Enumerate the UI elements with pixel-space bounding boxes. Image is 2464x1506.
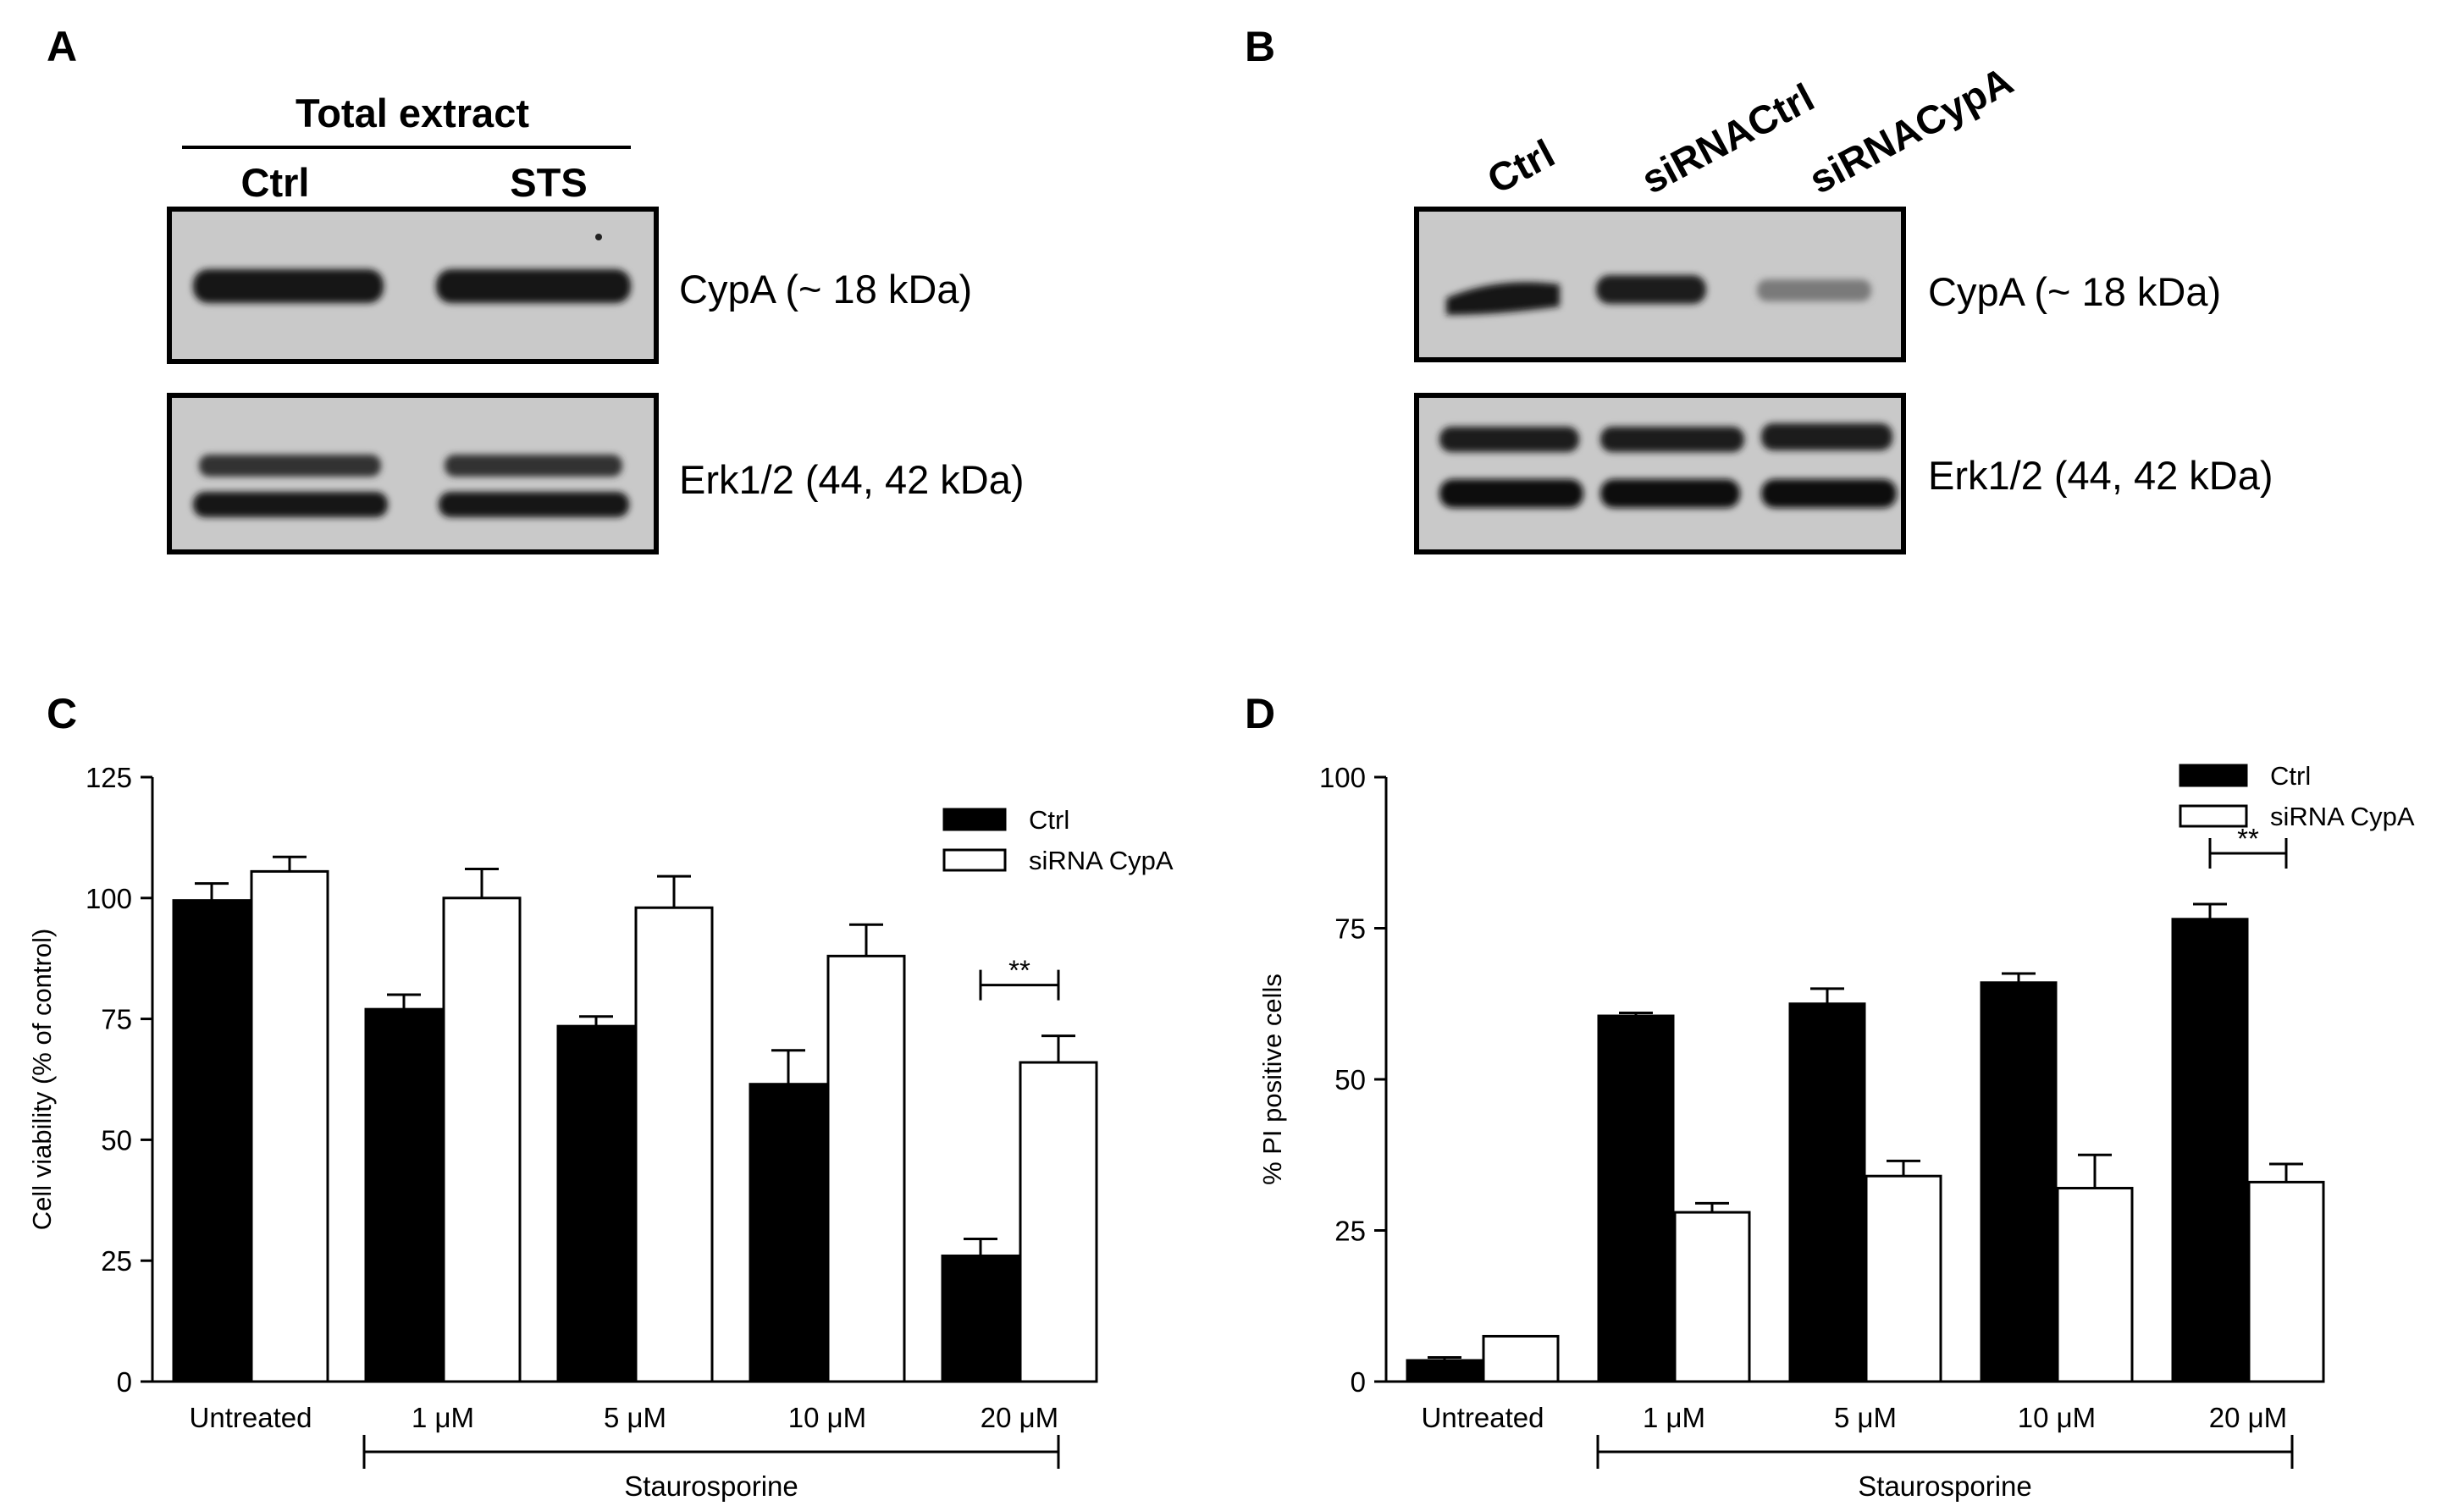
panel-c-label: C xyxy=(47,690,77,737)
chart-d-significance-label: ** xyxy=(2237,823,2259,854)
panel-a-blot-erk-label: Erk1/2 (44, 42 kDa) xyxy=(679,457,1025,502)
panel-a-blot-erk xyxy=(167,393,659,554)
panel-b: B Ctrl siRNACtrl siRNACypA CypA (~ 18 kD… xyxy=(1245,23,2273,554)
panel-b-lane-sirnactrl: siRNACtrl xyxy=(1634,74,1821,202)
chart-c-y-tick-label: 25 xyxy=(101,1245,132,1277)
chart-d-bar-ctrl xyxy=(1597,1014,1675,1383)
chart-c-y-tick-label: 100 xyxy=(86,883,132,914)
panel-a-label: A xyxy=(47,23,77,70)
chart-d-x-tick-label: 10 μM xyxy=(2018,1402,2096,1433)
chart-c-y-tick-label: 50 xyxy=(101,1124,132,1156)
chart-c-group-bracket xyxy=(362,1435,1060,1469)
panel-b-blot-erk xyxy=(1414,393,1906,554)
chart-c-y-tick-label: 75 xyxy=(101,1004,132,1035)
chart-c-legend-label: Ctrl xyxy=(1029,805,1069,835)
chart-d-y-tick-label: 25 xyxy=(1334,1216,1366,1247)
chart-d-y-tick-label: 100 xyxy=(1319,762,1366,793)
chart-c-bar-ctrl xyxy=(364,1007,444,1383)
panel-b-lane-ctrl: Ctrl xyxy=(1480,130,1561,202)
chart-d-bar-ctrl xyxy=(2171,918,2249,1383)
chart-d-x-tick-label: 20 μM xyxy=(2209,1402,2287,1433)
chart-c-x-tick-label: 20 μM xyxy=(981,1402,1058,1433)
chart-d-bar-ctrl xyxy=(1788,1002,1866,1383)
chart-d-bar-sirna-cypa xyxy=(2056,1187,2134,1383)
panel-b-blot-erk-label: Erk1/2 (44, 42 kDa) xyxy=(1928,453,2273,498)
panel-b-lane-sirnacypa: siRNACypA xyxy=(1802,58,2020,202)
chart-d-legend-label: Ctrl xyxy=(2270,761,2311,791)
chart-d-y-tick-label: 0 xyxy=(1351,1366,1366,1398)
chart-d-pi-positive: 0 25 50 75 100 % PI positive cells Untreated 1 … xyxy=(1257,761,2415,1502)
chart-d-bar-sirna-cypa xyxy=(1865,1174,1942,1383)
chart-c-group-label: Staurosporine xyxy=(624,1470,798,1502)
chart-c-significance-label: ** xyxy=(1008,955,1030,986)
panel-a: A Total extract Ctrl STS CypA (~ 18 kDa)… xyxy=(47,23,1025,554)
chart-c-bar-ctrl xyxy=(556,1024,636,1383)
chart-c-x-tick-label: Untreated xyxy=(190,1402,312,1433)
panel-a-header: Total extract xyxy=(296,91,529,135)
chart-c-y-tick-label: 125 xyxy=(86,762,132,793)
panel-d-label: D xyxy=(1245,690,1275,737)
chart-c-bar-sirna-cypa xyxy=(826,954,906,1383)
chart-d-bar-ctrl xyxy=(1406,1359,1483,1383)
chart-d-significance-bracket xyxy=(2208,837,2288,869)
chart-d-group-label: Staurosporine xyxy=(1858,1470,2031,1502)
chart-d-legend-swatch xyxy=(2179,764,2248,787)
chart-c-x-tick-label: 1 μM xyxy=(412,1402,474,1433)
panel-b-blot-cypa-label: CypA (~ 18 kDa) xyxy=(1928,269,2221,314)
chart-c-cell-viability: 0 25 50 75 100 125 Cell viability (% of contro… xyxy=(27,762,1174,1502)
chart-d-legend-label: siRNA CypA xyxy=(2270,802,2415,831)
chart-d-y-tick-label: 75 xyxy=(1334,913,1366,945)
chart-d-bar-ctrl xyxy=(1980,981,2058,1383)
chart-c-bar-sirna-cypa xyxy=(1019,1061,1098,1383)
panel-a-blot-cypa-label: CypA (~ 18 kDa) xyxy=(679,267,972,312)
chart-d-bar-sirna-cypa xyxy=(1673,1211,1751,1383)
chart-d-x-tick-label: Untreated xyxy=(1422,1402,1544,1433)
chart-d-legend-swatch xyxy=(2179,804,2248,828)
chart-d-y-tick-label: 50 xyxy=(1334,1064,1366,1095)
chart-c-bar-sirna-cypa xyxy=(250,869,329,1383)
chart-d-y-axis-title: % PI positive cells xyxy=(1257,974,1287,1185)
chart-c-x-tick-label: 10 μM xyxy=(788,1402,866,1433)
panel-b-blot-cypa xyxy=(1414,207,1906,362)
chart-c-legend-label: siRNA CypA xyxy=(1029,846,1174,875)
chart-d-x-tick-label: 1 μM xyxy=(1643,1402,1705,1433)
chart-c-bar-ctrl xyxy=(941,1254,1020,1383)
chart-c-legend-swatch xyxy=(942,808,1007,831)
chart-c-legend-swatch xyxy=(942,848,1007,872)
panel-a-lane-ctrl: Ctrl xyxy=(241,160,310,205)
chart-c-y-tick-label: 0 xyxy=(117,1366,132,1398)
chart-c-y-axis-title: Cell viability (% of control) xyxy=(27,929,57,1231)
chart-c-significance-bracket xyxy=(979,969,1060,1001)
chart-c-bar-ctrl xyxy=(172,899,251,1383)
chart-d-bar-sirna-cypa xyxy=(2247,1180,2325,1383)
chart-c-bar-ctrl xyxy=(749,1083,828,1383)
chart-c-bar-sirna-cypa xyxy=(442,896,522,1383)
panel-a-blot-cypa xyxy=(167,207,659,364)
chart-d-group-bracket xyxy=(1596,1435,2294,1469)
panel-b-label: B xyxy=(1245,23,1275,70)
chart-d-x-tick-label: 5 μM xyxy=(1834,1402,1897,1433)
chart-d-bar-sirna-cypa xyxy=(1482,1334,1560,1383)
chart-c-bar-sirna-cypa xyxy=(634,906,714,1383)
chart-c-x-tick-label: 5 μM xyxy=(604,1402,666,1433)
panel-a-lane-sts: STS xyxy=(510,160,587,205)
